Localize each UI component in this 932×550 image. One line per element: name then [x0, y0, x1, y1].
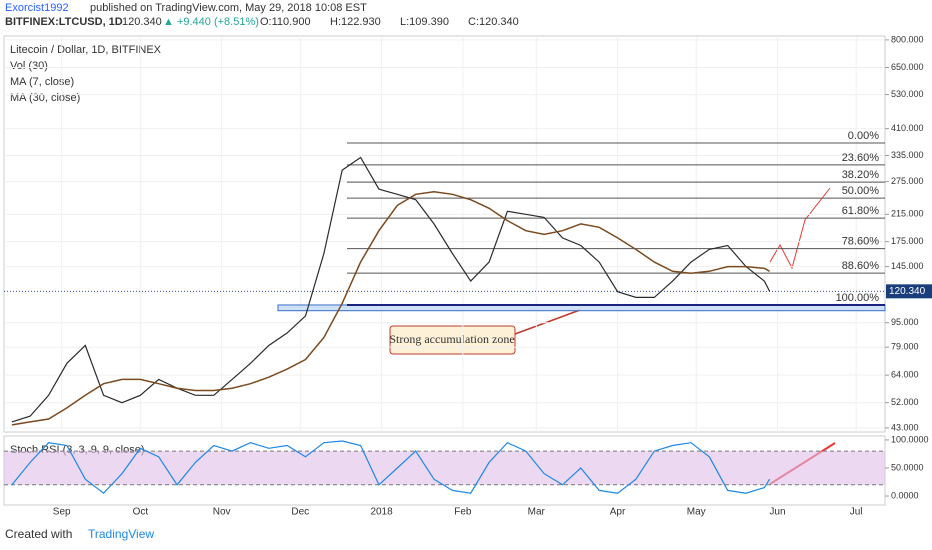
symbol: BITFINEX:LTCUSD, 1D	[5, 16, 123, 28]
indicator: MA (30, close)	[10, 92, 80, 104]
x-tick-label: Dec	[291, 507, 309, 518]
fib-label: 38.20%	[842, 169, 880, 181]
open: O:110.900	[260, 16, 311, 28]
indicator: Vol (30)	[10, 60, 48, 72]
price-line	[11, 190, 770, 426]
change: ▲ +9.440 (+8.51%)	[163, 16, 259, 28]
footer-brand[interactable]: TradingView	[88, 527, 154, 541]
annotation-arrow	[514, 309, 581, 335]
y-tick-label: 335.000	[891, 150, 924, 160]
y-tick-label: 0.0000	[891, 490, 919, 500]
high: H:122.930	[330, 16, 381, 28]
x-tick-label: Oct	[133, 507, 149, 518]
y-tick-label: 215.000	[891, 209, 924, 219]
current-price-label: 120.340	[889, 286, 926, 297]
fib-label: 78.60%	[842, 236, 880, 248]
price-pane	[3, 35, 886, 433]
fib-label: 50.00%	[842, 185, 880, 197]
fib-label: 61.80%	[842, 205, 880, 217]
y-tick-label: 64.000	[891, 370, 919, 380]
low: L:109.390	[400, 16, 449, 28]
y-tick-label: 95.000	[891, 317, 919, 327]
y-tick-label: 52.000	[891, 397, 919, 407]
x-tick-label: Apr	[610, 507, 626, 518]
indicator: MA (7, close)	[10, 76, 74, 88]
forecast-arrow	[769, 187, 831, 270]
last: 120.340	[122, 16, 162, 28]
x-tick-label: May	[687, 507, 706, 518]
y-tick-label: 100.0000	[891, 434, 929, 444]
x-tick-label: Sep	[53, 507, 71, 518]
fib-label: 88.60%	[842, 260, 880, 272]
y-tick-label: 410.000	[891, 123, 924, 133]
x-tick-label: Jun	[769, 507, 785, 518]
y-tick-label: 43.000	[891, 422, 919, 432]
x-tick-label: 2018	[370, 507, 393, 518]
stoch-line	[11, 440, 771, 495]
x-tick-label: Mar	[528, 507, 546, 518]
fib-label: 0.00%	[848, 130, 879, 142]
chart-title: Litecoin / Dollar, 1D, BITFINEX	[10, 44, 162, 56]
y-tick-label: 275.000	[891, 176, 924, 186]
y-tick-label: 530.000	[891, 89, 924, 99]
y-tick-label: 800.000	[891, 34, 924, 44]
close: C:120.340	[468, 16, 519, 28]
annotation: Strong accumulation zone	[389, 332, 514, 346]
y-tick-label: 145.000	[891, 261, 924, 271]
y-tick-label: 175.000	[891, 236, 924, 246]
x-tick-label: Jul	[850, 507, 863, 518]
published: published on TradingView.com, May 29, 20…	[90, 2, 367, 14]
fib-label: 100.00%	[836, 292, 880, 304]
y-tick-label: 50.0000	[891, 462, 924, 472]
x-tick-label: Feb	[454, 507, 472, 518]
price-line	[11, 156, 771, 423]
footer-text: Created with	[5, 527, 72, 541]
stoch-band	[4, 451, 885, 485]
y-tick-label: 79.000	[891, 342, 919, 352]
current-price-box	[886, 284, 932, 299]
author[interactable]: Exorcist1992	[5, 2, 69, 14]
y-tick-label: 650.000	[891, 62, 924, 72]
fib-label: 23.60%	[842, 152, 880, 164]
x-tick-label: Nov	[213, 507, 231, 518]
